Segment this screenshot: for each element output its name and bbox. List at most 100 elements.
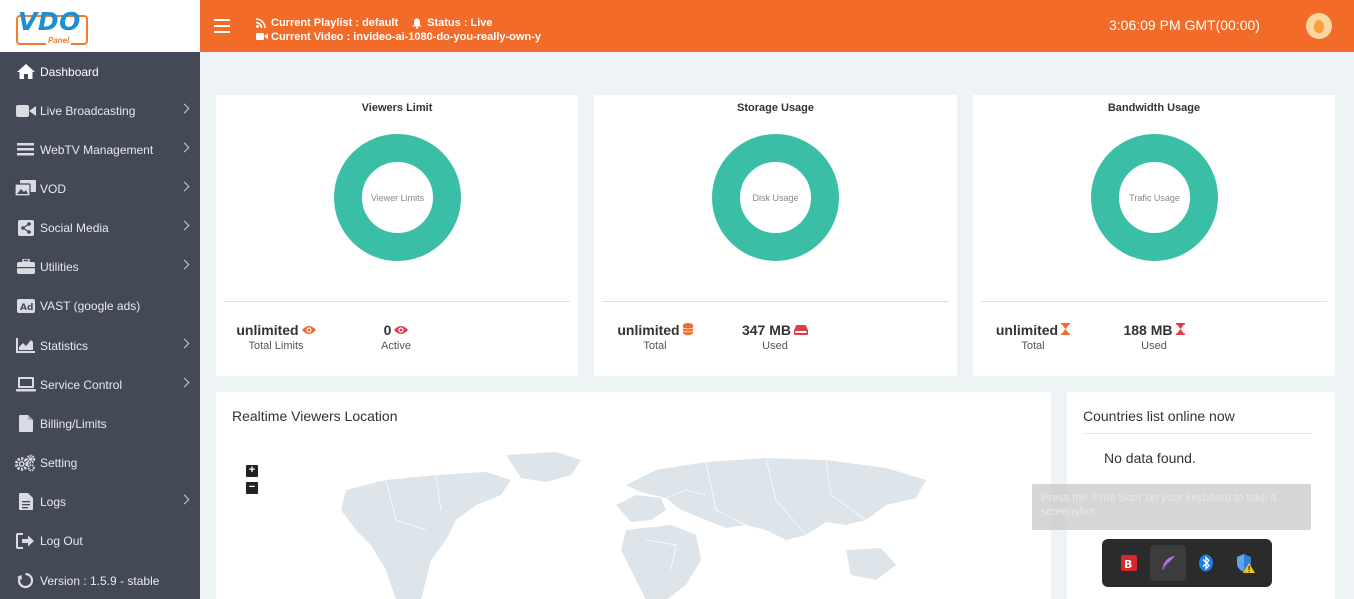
viewers-location-card: Realtime Viewers Location + − — [216, 392, 1051, 599]
home-icon — [15, 63, 36, 81]
laptop-icon — [15, 376, 36, 394]
sidebar-item-dashboard[interactable]: Dashboard — [0, 52, 200, 91]
svg-text:B: B — [1124, 558, 1132, 571]
stat-value: 0 — [383, 322, 392, 338]
disk-usage-donut[interactable]: Disk Usage — [712, 134, 839, 261]
map-title: Realtime Viewers Location — [232, 408, 398, 424]
sidebar-item-label: VOD — [40, 181, 67, 196]
stat-used-storage: 347 MB Used — [729, 322, 821, 352]
logo-sub: Panel — [46, 36, 72, 45]
file-text-icon — [15, 493, 36, 511]
card-divider — [981, 301, 1327, 302]
viewer-limits-donut[interactable]: Viewer Limits — [334, 134, 461, 261]
zoom-out-button[interactable]: − — [246, 482, 258, 494]
sidebar-item-label: Live Broadcasting — [40, 103, 136, 118]
database-icon — [682, 322, 693, 338]
sidebar-item-label: Setting — [40, 455, 78, 470]
stat-caption: Total — [1021, 340, 1045, 352]
countries-title: Countries list online now — [1083, 408, 1235, 424]
eye-icon — [394, 322, 409, 338]
sidebar-item-label: Log Out — [40, 533, 83, 548]
no-data-text: No data found. — [1104, 450, 1196, 466]
chevron-right-icon — [179, 181, 190, 192]
video-icon — [256, 32, 268, 42]
sign-out-icon — [15, 532, 36, 550]
chevron-right-icon — [179, 103, 190, 114]
sidebar-item-setting[interactable]: Setting — [0, 443, 200, 482]
sidebar-item-live-broadcasting[interactable]: Live Broadcasting — [0, 91, 200, 130]
sidebar-item-log-out[interactable]: Log Out — [0, 521, 200, 560]
stat-value: 188 MB — [1123, 322, 1173, 338]
system-tray-popup: B — [1102, 539, 1272, 587]
stat-caption: Used — [762, 340, 788, 352]
hamburger-menu-icon[interactable] — [214, 19, 230, 33]
hdd-icon — [794, 322, 809, 338]
sidebar-item-social-media[interactable]: Social Media — [0, 208, 200, 247]
sidebar-item-label: WebTV Management — [40, 142, 154, 157]
feather-icon[interactable] — [1149, 545, 1186, 581]
card-title: Viewers Limit — [361, 102, 433, 114]
sidebar-item-label: Statistics — [40, 338, 89, 353]
sidebar-item-statistics[interactable]: Statistics — [0, 326, 200, 365]
stat-value: 347 MB — [741, 322, 792, 338]
toolbox-icon — [15, 258, 36, 276]
stat-total-bandwidth: unlimited Total — [983, 322, 1083, 352]
eye-icon — [301, 322, 316, 338]
sidebar-item-webtv-management[interactable]: WebTV Management — [0, 130, 200, 169]
lightbulb-icon[interactable] — [1306, 13, 1332, 39]
chevron-right-icon — [179, 377, 190, 388]
hourglass-icon — [1061, 322, 1071, 338]
video-camera-icon — [15, 102, 36, 120]
stat-caption: Used — [1141, 340, 1167, 352]
donut-center-label: Disk Usage — [752, 192, 799, 203]
bandwidth-usage-card: Bandwidth Usage Trafic Usage unlimited T… — [973, 95, 1335, 376]
bluetooth-icon[interactable] — [1188, 545, 1224, 581]
share-icon — [15, 219, 36, 237]
screenshot-toast[interactable]: Press the 'Print Scrn' on your keyboard … — [1032, 484, 1311, 530]
top-bar: Current Playlist : default Status : Live… — [200, 0, 1354, 52]
sidebar-item-version: Version : 1.5.9 - stable — [0, 561, 200, 599]
stat-caption: Total — [643, 340, 667, 352]
logo-brand: VDO — [18, 7, 81, 36]
card-title: Bandwidth Usage — [1107, 102, 1201, 114]
sidebar-item-label: Social Media — [40, 220, 109, 235]
photo-film-icon — [15, 180, 36, 198]
current-video: Current Video : invideo-ai-1080-do-you-r… — [271, 31, 541, 43]
red-app-icon[interactable]: B — [1111, 545, 1147, 581]
vdo-panel-logo[interactable]: VDO Panel — [16, 5, 90, 47]
viewers-limit-card: Viewers Limit Viewer Limits unlimited To… — [216, 95, 578, 376]
stat-value: unlimited — [995, 322, 1059, 338]
svg-text:Ad: Ad — [20, 303, 33, 313]
logo-area[interactable]: VDO Panel — [0, 0, 200, 52]
hourglass-icon — [1175, 322, 1185, 338]
sidebar-item-logs[interactable]: Logs — [0, 482, 200, 521]
zoom-in-button[interactable]: + — [246, 465, 258, 477]
stat-total-limits: unlimited Total Limits — [226, 322, 326, 352]
rss-icon — [255, 18, 267, 29]
sidebar-item-label: Billing/Limits — [40, 416, 107, 431]
sidebar-item-label: Logs — [40, 494, 67, 509]
traffic-usage-donut[interactable]: Trafic Usage — [1091, 134, 1218, 261]
world-map[interactable] — [326, 450, 946, 599]
ad-icon: Ad — [15, 297, 36, 315]
sidebar-item-vast[interactable]: Ad VAST (google ads) — [0, 286, 200, 325]
sidebar-item-vod[interactable]: VOD — [0, 169, 200, 208]
sidebar-item-utilities[interactable]: Utilities — [0, 247, 200, 286]
card-title: Storage Usage — [736, 102, 815, 114]
menu-lines-icon — [15, 141, 36, 159]
security-warning-icon[interactable] — [1227, 545, 1263, 581]
stat-total-storage: unlimited Total — [605, 322, 705, 352]
sidebar-item-label: VAST (google ads) — [40, 298, 141, 313]
gears-icon — [15, 454, 36, 472]
server-clock: 3:06:09 PM GMT(00:00) — [1109, 17, 1260, 33]
sidebar-item-label: Dashboard — [40, 64, 99, 79]
stat-value: unlimited — [617, 322, 680, 338]
top-info: Current Playlist : default Status : Live… — [255, 16, 541, 44]
sidebar-item-service-control[interactable]: Service Control — [0, 365, 200, 404]
stat-caption: Active — [381, 340, 411, 352]
sidebar-item-billing-limits[interactable]: Billing/Limits — [0, 404, 200, 443]
countries-divider — [1083, 433, 1311, 434]
stat-value: unlimited — [236, 322, 299, 338]
current-playlist: Current Playlist : default — [271, 17, 399, 29]
donut-center-label: Viewer Limits — [370, 192, 425, 203]
